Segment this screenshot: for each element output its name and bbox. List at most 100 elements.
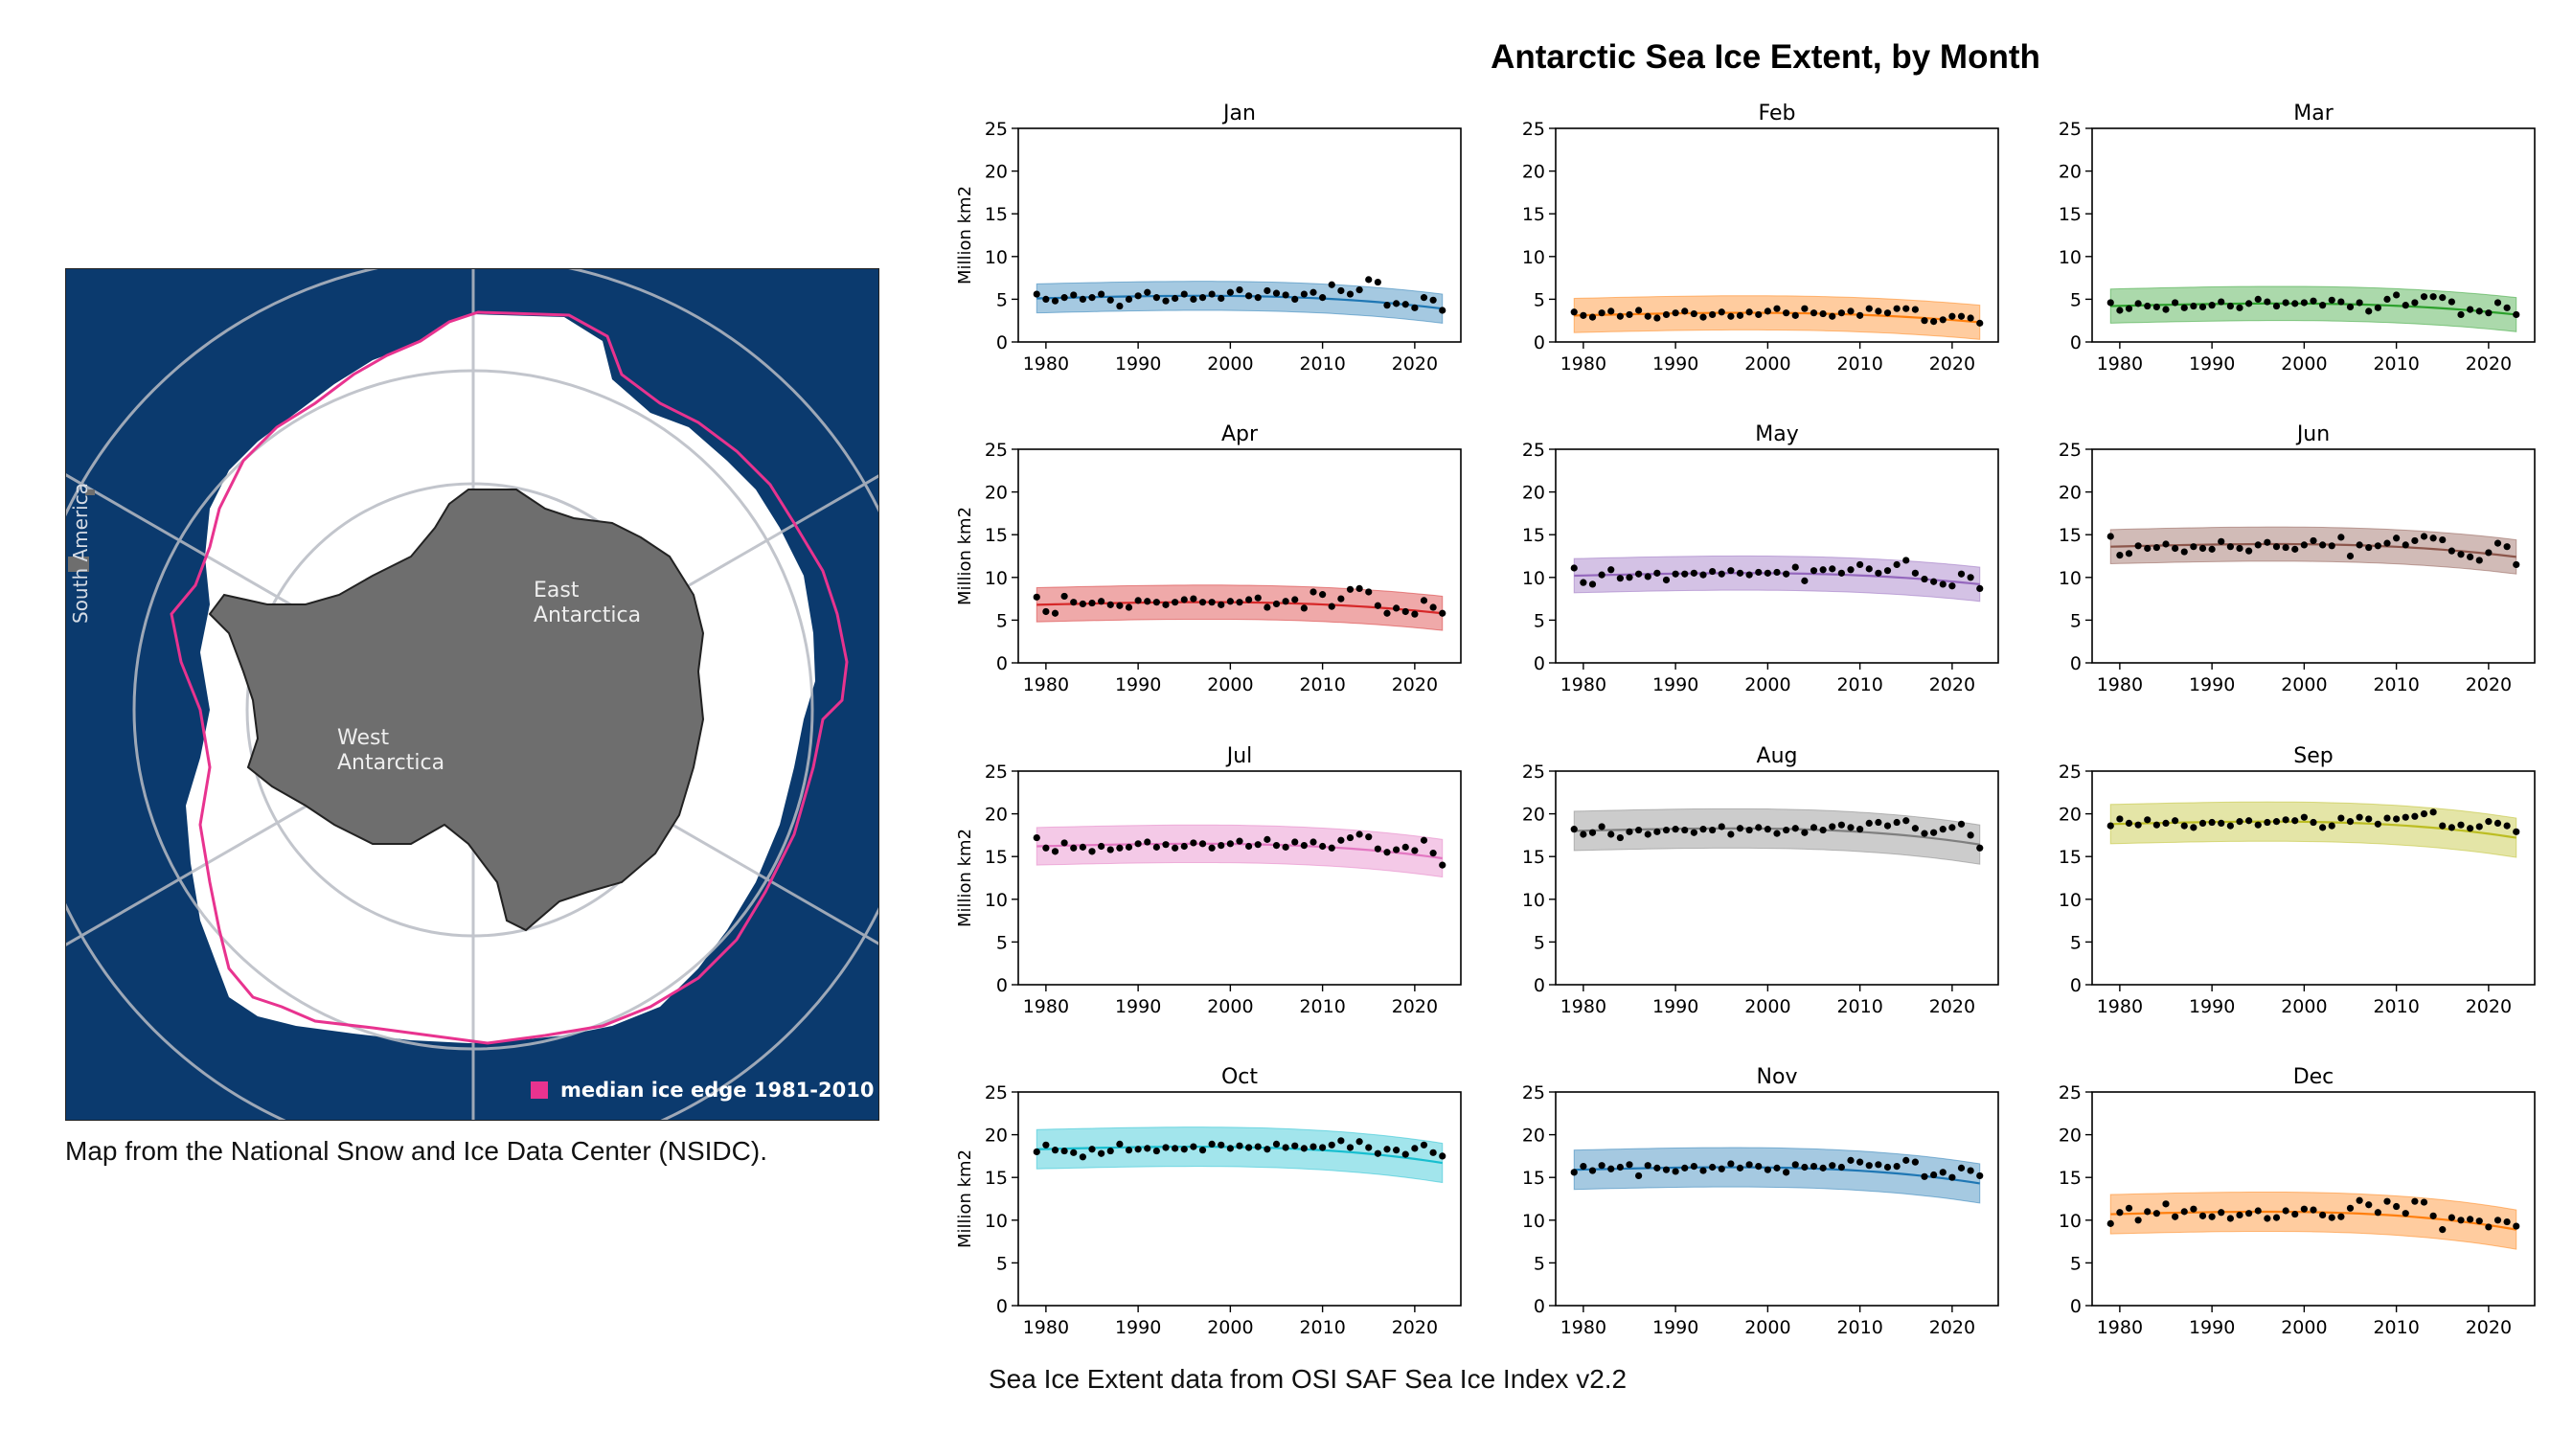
data-point (2134, 821, 2142, 829)
data-point (1893, 305, 1901, 312)
data-point (2282, 816, 2289, 824)
data-point (1291, 295, 1299, 303)
data-point (2144, 544, 2152, 553)
axes-frame (1017, 127, 1462, 343)
y-tick-label: 0 (1534, 975, 1545, 996)
panel-dec: 0 5 10 15 20 25 1980 1990 2000 2010 2020 Dec (2059, 1065, 2536, 1338)
data-point (1911, 825, 1919, 832)
data-point (1580, 830, 1587, 838)
y-tick-label: 0 (1534, 653, 1545, 674)
data-point (1190, 295, 1197, 303)
data-point (1429, 850, 1437, 857)
y-tick-label: 25 (1522, 119, 1545, 140)
data-point (2485, 1223, 2493, 1231)
panel-mar: 0 5 10 15 20 25 1980 1990 2000 2010 2020 Mar (2059, 102, 2536, 375)
data-point (2236, 818, 2243, 826)
data-point (1098, 290, 1105, 298)
y-tick-label: 15 (2059, 525, 2082, 546)
data-point (2475, 557, 2483, 564)
data-point (2134, 300, 2142, 307)
axes-frame (1017, 770, 1462, 986)
antarctica-landmass (208, 489, 705, 932)
data-point (1718, 308, 1725, 316)
y-tick-label: 5 (996, 932, 1008, 953)
data-point (2356, 813, 2363, 821)
x-tick-label: 2010 (1299, 674, 1345, 695)
data-point (1570, 564, 1578, 572)
data-point (1616, 1163, 1624, 1172)
data-point (1033, 1148, 1040, 1156)
data-point (2365, 543, 2373, 552)
data-point (2310, 1206, 2317, 1214)
data-point (1411, 847, 1419, 854)
data-point (2198, 1212, 2207, 1219)
data-point (1282, 1144, 1289, 1151)
data-point (1709, 567, 1717, 576)
data-point (1939, 316, 1947, 324)
axes-frame (1017, 448, 1462, 664)
data-point (1060, 294, 1068, 302)
data-point (1893, 560, 1901, 569)
data-point (1598, 571, 1605, 579)
data-point (1588, 580, 1597, 588)
confidence-band (1573, 555, 1981, 603)
data-point (1254, 841, 1262, 849)
data-point (1745, 826, 1753, 834)
x-tick-label: 1990 (1115, 674, 1161, 695)
data-point (1420, 597, 1428, 604)
data-point (1383, 849, 1391, 856)
x-tick-label: 1980 (1560, 674, 1606, 695)
x-tick-label: 2010 (1299, 1317, 1345, 1338)
data-point (1588, 313, 1597, 321)
y-tick-label: 15 (1522, 525, 1545, 546)
data-point (2503, 1217, 2511, 1226)
y-axis-label: Million km2 (955, 829, 975, 927)
y-axis-label: Million km2 (955, 186, 975, 284)
map-caption: Map from the National Snow and Ice Data … (65, 1136, 767, 1166)
y-tick-label: 15 (985, 847, 1008, 868)
y-tick-label: 5 (2070, 610, 2082, 631)
data-point (2411, 1197, 2419, 1205)
data-point (2152, 543, 2160, 552)
panel-nov: 0 5 10 15 20 25 1980 1990 2000 2010 2020 Nov (1522, 1065, 1999, 1338)
panel-title: Nov (1757, 1065, 1798, 1089)
data-point (1764, 569, 1771, 577)
data-point (1616, 833, 1624, 842)
data-point (1401, 843, 1409, 851)
data-point (1847, 824, 1855, 831)
data-point (1291, 838, 1299, 846)
data-point (1245, 292, 1253, 300)
data-point (1644, 312, 1651, 320)
data-point (2198, 819, 2207, 828)
data-point (1672, 1168, 1679, 1175)
y-tick-label: 0 (1534, 1296, 1545, 1317)
y-tick-label: 5 (2070, 289, 2082, 310)
axes-frame (2091, 1091, 2536, 1307)
y-tick-label: 10 (985, 1211, 1008, 1232)
data-point (1911, 1158, 1919, 1166)
data-point (1976, 584, 1984, 592)
data-point (2144, 302, 2152, 310)
data-point (2467, 1216, 2474, 1223)
data-point (2236, 544, 2243, 553)
data-point (1254, 594, 1262, 602)
data-point (2264, 1215, 2271, 1222)
data-point (1662, 826, 1671, 834)
data-point (2208, 302, 2216, 309)
data-point (2180, 822, 2188, 830)
data-point (1819, 1164, 1827, 1172)
data-point (1152, 843, 1160, 851)
y-tick-label: 15 (1522, 204, 1545, 225)
data-point (2429, 293, 2437, 301)
data-point (2291, 300, 2299, 307)
y-tick-label: 0 (2070, 332, 2082, 353)
data-point (2162, 819, 2170, 828)
data-point (2439, 294, 2447, 302)
data-point (1727, 830, 1735, 838)
data-point (1106, 846, 1114, 853)
x-tick-label: 1980 (1023, 996, 1069, 1017)
x-tick-label: 2000 (2281, 674, 2327, 695)
data-point (2328, 296, 2335, 304)
data-point (1875, 818, 1882, 827)
data-point (1718, 1165, 1725, 1172)
